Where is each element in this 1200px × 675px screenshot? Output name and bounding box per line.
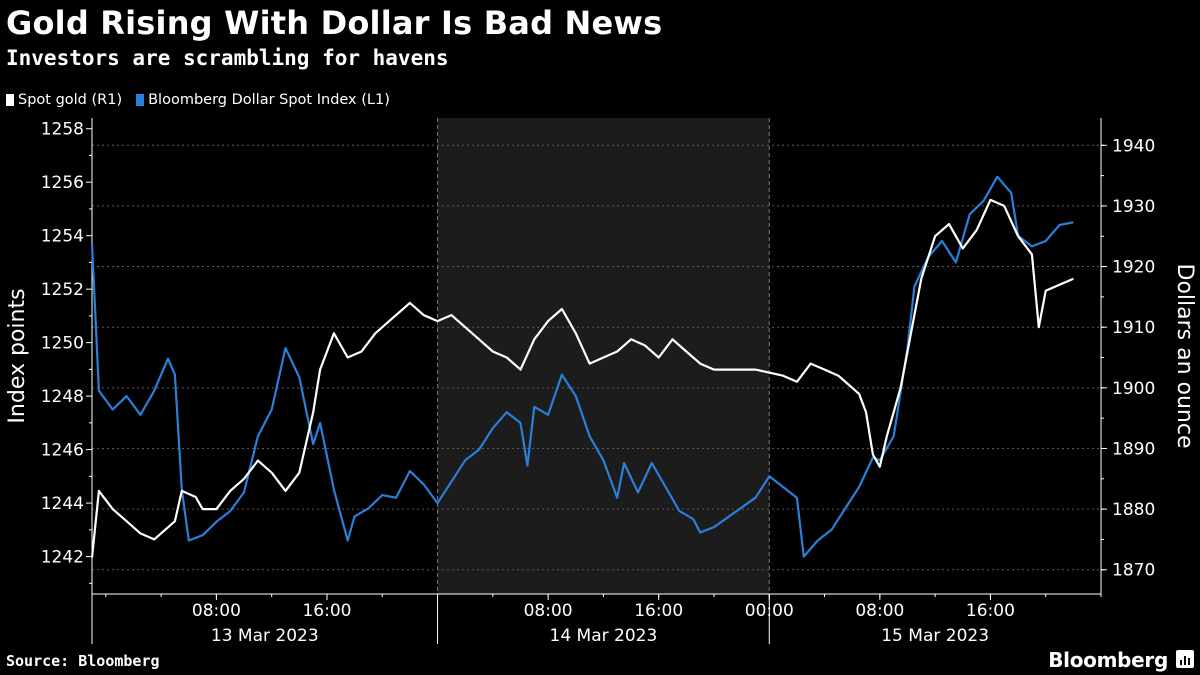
date-label: 14 Mar 2023: [550, 626, 658, 646]
chart-title: Gold Rising With Dollar Is Bad News: [6, 4, 663, 42]
legend-swatch-dollar: [136, 94, 145, 106]
brand-logo: Bloomberg: [1048, 648, 1168, 672]
right-tick-label: 1920: [1112, 258, 1155, 278]
legend-label-dollar: Bloomberg Dollar Spot Index (L1): [148, 92, 390, 108]
left-axis-title: Index points: [5, 288, 30, 423]
left-tick-label: 1246: [41, 441, 84, 461]
date-label: 15 Mar 2023: [881, 626, 989, 646]
chart-subtitle: Investors are scrambling for havens: [6, 46, 449, 70]
date-label: 13 Mar 2023: [211, 626, 319, 646]
x-tick-label: 08:00: [524, 601, 573, 621]
right-tick-label: 1890: [1112, 439, 1155, 459]
right-tick-label: 1880: [1112, 500, 1155, 520]
x-tick-label: 16:00: [302, 601, 351, 621]
left-tick-label: 1252: [41, 280, 84, 300]
shaded-band: [437, 118, 770, 594]
x-tick-label: 16:00: [634, 601, 683, 621]
right-tick-label: 1940: [1112, 136, 1155, 156]
legend-item-dollar: Bloomberg Dollar Spot Index (L1): [136, 92, 390, 108]
left-tick-label: 1254: [41, 227, 84, 247]
legend-item-gold: Spot gold (R1): [6, 92, 122, 108]
legend-label-gold: Spot gold (R1): [18, 92, 123, 108]
left-tick-label: 1242: [41, 548, 84, 568]
left-tick-label: 1250: [41, 334, 84, 354]
series-line-spot-gold: [90, 198, 1074, 558]
right-tick-label: 1870: [1112, 561, 1155, 581]
right-tick-label: 1930: [1112, 197, 1155, 217]
x-tick-label: 16:00: [966, 601, 1015, 621]
right-tick-label: 1900: [1112, 379, 1155, 399]
x-tick-label: 08:00: [855, 601, 904, 621]
x-tick-label: 08:00: [192, 601, 241, 621]
left-tick-label: 1256: [41, 173, 84, 193]
source-note: Source: Bloomberg: [6, 652, 160, 670]
series-line-dollar-index: [90, 175, 1074, 558]
left-tick-label: 1244: [41, 494, 84, 514]
left-tick-label: 1248: [41, 387, 84, 407]
legend-swatch-gold: [6, 94, 14, 106]
right-axis-title: Dollars an ounce: [1172, 263, 1197, 448]
right-tick-label: 1910: [1112, 318, 1155, 338]
bloomberg-chart-icon: [1176, 650, 1194, 668]
legend: Spot gold (R1) Bloomberg Dollar Spot Ind…: [6, 91, 404, 109]
left-tick-label: 1258: [41, 120, 84, 140]
